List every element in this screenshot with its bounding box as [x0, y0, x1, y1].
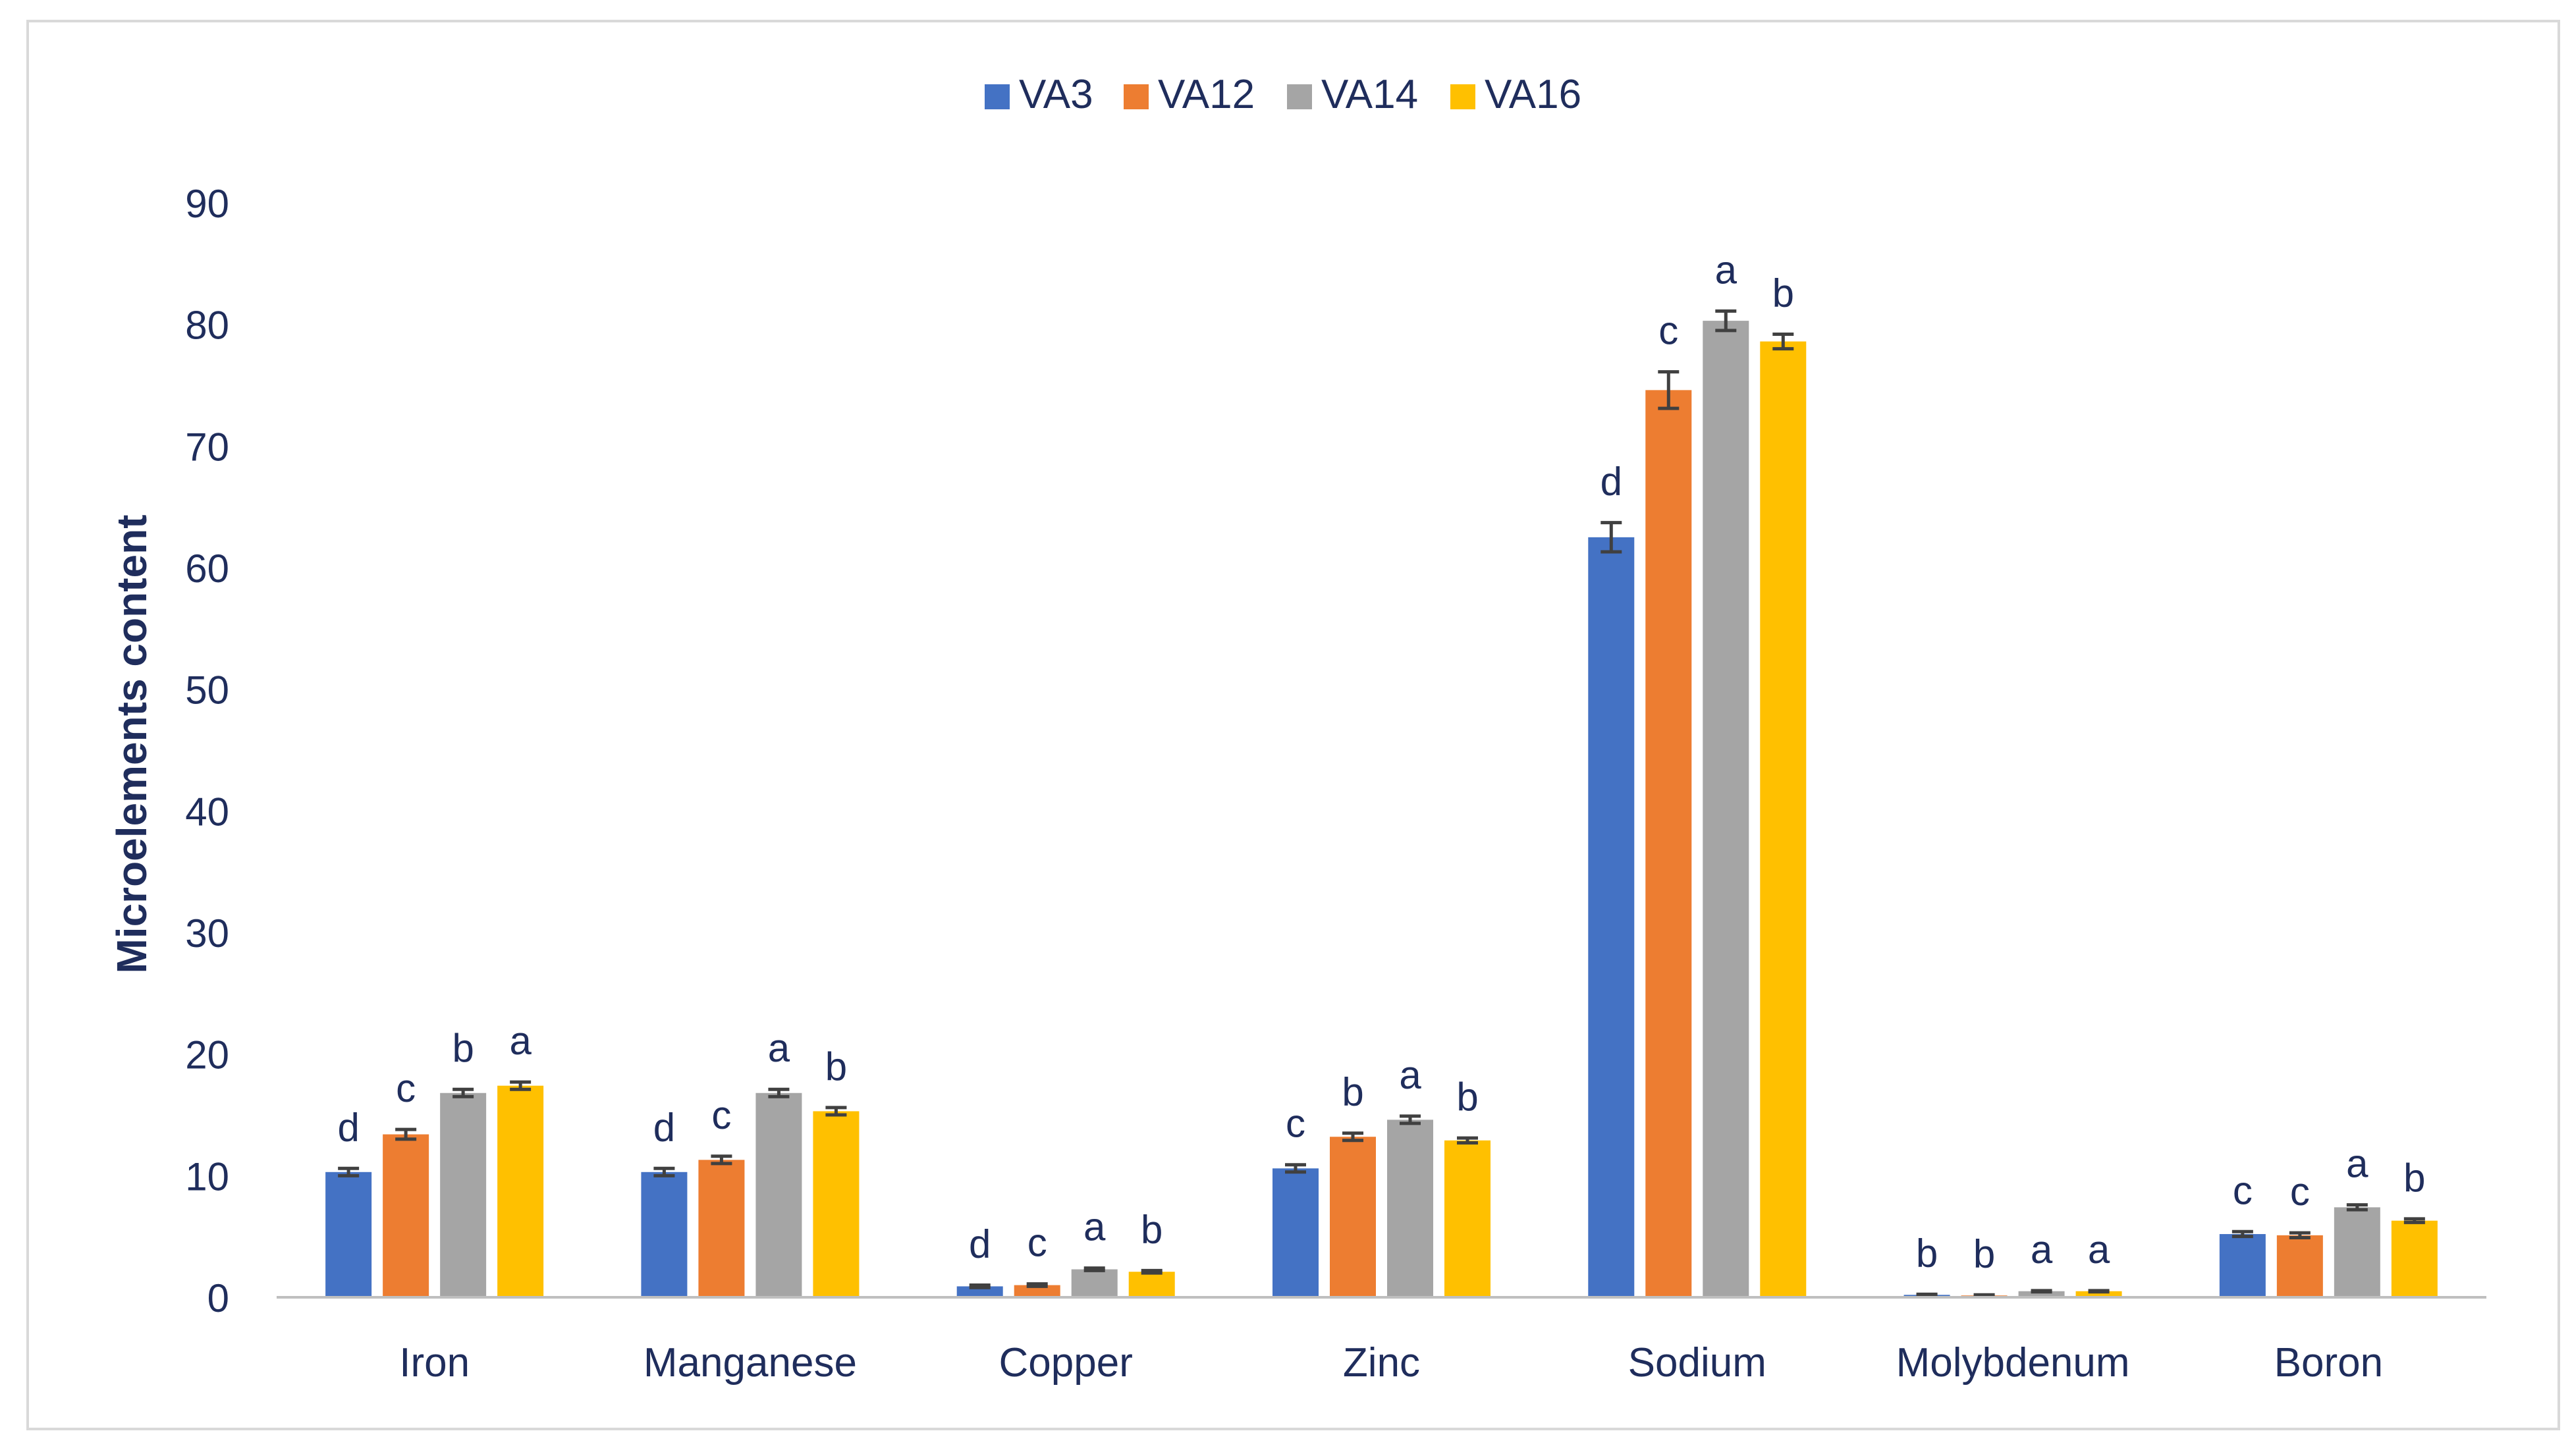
- bar: [1071, 1269, 1118, 1297]
- significance-letter: b: [825, 1044, 847, 1089]
- bar: [698, 1160, 745, 1297]
- significance-letter: b: [1772, 271, 1794, 315]
- bar: [1387, 1119, 1433, 1297]
- bar: [2018, 1291, 2065, 1297]
- y-tick-label: 90: [185, 182, 229, 226]
- bar: [497, 1085, 544, 1297]
- significance-letter: c: [1027, 1221, 1047, 1265]
- significance-letter: d: [1601, 460, 1622, 504]
- bar: [1444, 1140, 1491, 1297]
- x-tick-label: Iron: [399, 1340, 470, 1386]
- y-tick-label: 70: [185, 425, 229, 469]
- bar: [956, 1286, 1003, 1297]
- bar: [440, 1092, 487, 1297]
- y-tick-label: 10: [185, 1154, 229, 1199]
- significance-letter: c: [2233, 1168, 2253, 1212]
- legend-swatch: [1450, 84, 1475, 109]
- bar: [1330, 1137, 1376, 1297]
- y-tick-label: 60: [185, 547, 229, 591]
- significance-letter: c: [711, 1093, 731, 1137]
- significance-letter: b: [1916, 1231, 1938, 1275]
- significance-letter: b: [1973, 1231, 1995, 1276]
- y-tick-label: 40: [185, 790, 229, 834]
- legend: VA3 VA12 VA14 VA16: [985, 72, 1581, 117]
- legend-swatch: [985, 84, 1010, 109]
- y-tick-label: 0: [207, 1276, 229, 1320]
- y-tick-label: 80: [185, 304, 229, 348]
- significance-letter: b: [452, 1026, 474, 1070]
- x-tick-label: Boron: [2274, 1340, 2383, 1386]
- bar: [755, 1092, 802, 1297]
- bar: [325, 1172, 372, 1297]
- bar: [2219, 1233, 2266, 1297]
- x-axis: Iron Manganese Copper Zinc Sodium Molybdenum B…: [277, 1296, 2486, 1386]
- bar: [1272, 1168, 1319, 1297]
- bar: [2391, 1220, 2438, 1297]
- legend-swatch: [1124, 84, 1149, 109]
- legend-label: VA16: [1485, 72, 1581, 117]
- legend-swatch: [1287, 84, 1312, 109]
- significance-letter: c: [2290, 1170, 2310, 1214]
- legend-label: VA12: [1158, 72, 1255, 117]
- significance-letter: d: [337, 1105, 359, 1149]
- significance-letter: a: [2346, 1142, 2368, 1186]
- significance-letter: a: [509, 1019, 532, 1063]
- bar: [1128, 1272, 1175, 1297]
- bar: [1588, 537, 1635, 1298]
- significance-letter: b: [1141, 1207, 1163, 1251]
- legend-label: VA14: [1321, 72, 1418, 117]
- x-tick-label: Molybdenum: [1896, 1340, 2130, 1386]
- significance-letter: c: [396, 1066, 416, 1110]
- bar: [2334, 1207, 2380, 1297]
- significance-letter: b: [2403, 1156, 2425, 1200]
- significance-letter: b: [1342, 1070, 1363, 1114]
- bar: [2075, 1291, 2122, 1297]
- bar: [813, 1111, 860, 1297]
- x-tick-label: Copper: [999, 1340, 1133, 1386]
- y-axis: 0 10 20 30 40 50 60 70 80 90: [185, 182, 229, 1320]
- x-tick-label: Manganese: [643, 1340, 857, 1386]
- y-axis-label: Microelements content: [108, 514, 155, 973]
- significance-letter: a: [2031, 1227, 2053, 1272]
- bar: [1014, 1285, 1060, 1297]
- legend-label: VA3: [1019, 72, 1093, 117]
- bar: [383, 1134, 429, 1297]
- significance-letter: c: [1658, 309, 1678, 353]
- significance-letter: b: [1456, 1075, 1478, 1119]
- bar: [2276, 1235, 2323, 1297]
- significance-letter: a: [2088, 1227, 2110, 1272]
- y-tick-label: 20: [185, 1033, 229, 1077]
- bar: [1760, 341, 1807, 1297]
- x-tick-label: Sodium: [1628, 1340, 1766, 1386]
- significance-letter: c: [1286, 1102, 1305, 1146]
- x-tick-label: Zinc: [1343, 1340, 1420, 1386]
- significance-letter: d: [653, 1105, 675, 1149]
- significance-letter: a: [1715, 248, 1737, 292]
- significance-letter: a: [768, 1026, 790, 1070]
- bar: [1703, 321, 1749, 1297]
- significance-letter: a: [1399, 1053, 1421, 1097]
- y-tick-label: 30: [185, 911, 229, 956]
- significance-letter: d: [969, 1222, 991, 1266]
- bar: [1645, 390, 1692, 1297]
- significance-letter: a: [1083, 1205, 1106, 1249]
- y-tick-label: 50: [185, 668, 229, 713]
- bar: [641, 1172, 688, 1297]
